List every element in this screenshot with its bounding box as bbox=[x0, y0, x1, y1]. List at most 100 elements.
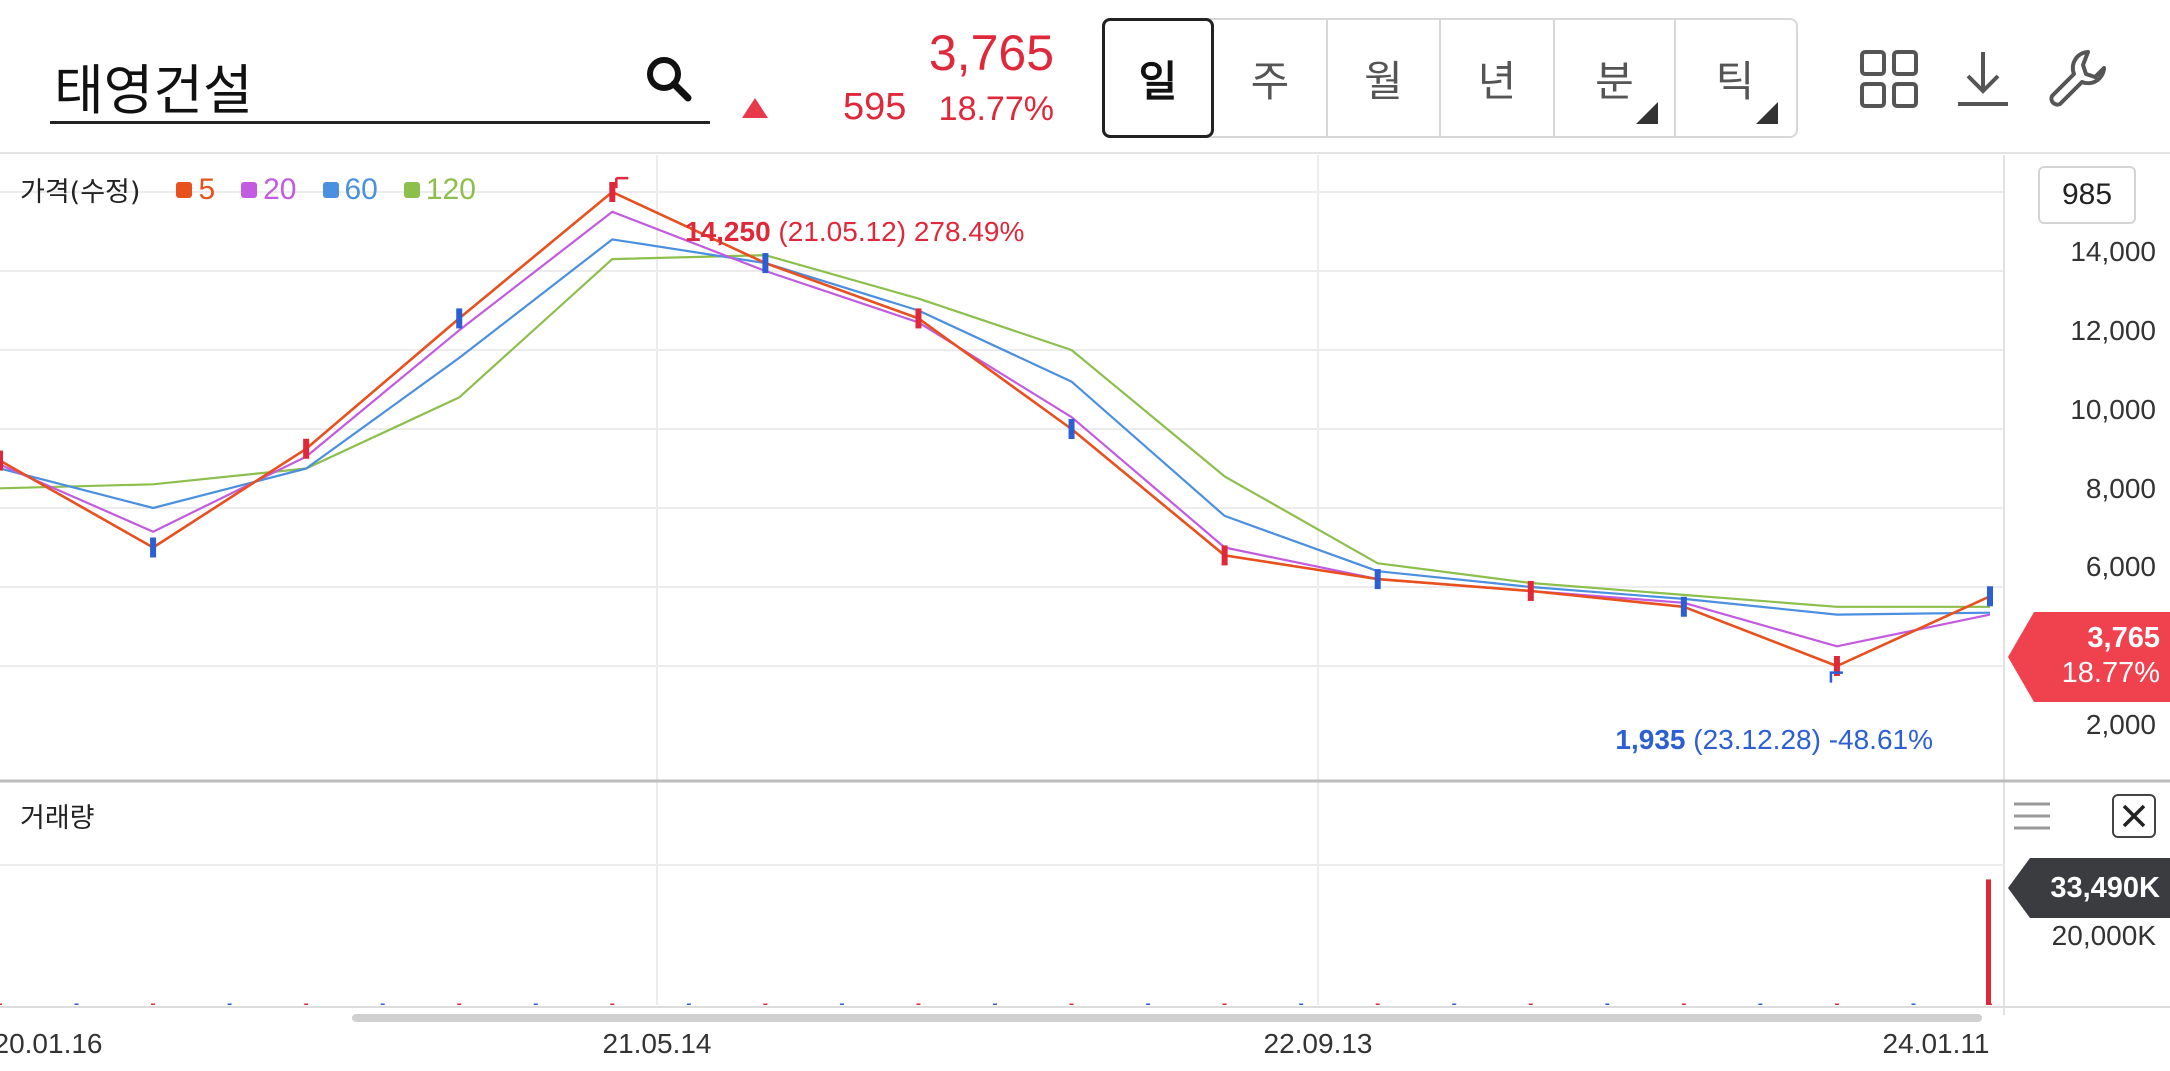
ma-60-label: 60 bbox=[344, 172, 378, 206]
current-price-tag-value: 3,765 bbox=[2087, 622, 2160, 654]
visible-count-box[interactable]: 985 bbox=[2038, 166, 2136, 224]
grid-icon[interactable] bbox=[1856, 46, 1922, 112]
volume-bar-current bbox=[1986, 879, 1991, 1005]
volume-bar bbox=[1452, 1003, 1457, 1005]
y-tick-label: 2,000 bbox=[2085, 709, 2156, 740]
volume-bar bbox=[1834, 1003, 1839, 1005]
period-week-button[interactable]: 주 bbox=[1214, 20, 1328, 136]
price-candle bbox=[1527, 580, 1534, 601]
ma-120-line bbox=[0, 254, 1990, 608]
ma-legend-20[interactable]: 20 bbox=[241, 172, 297, 207]
high-annotation: 14,250 (21.05.12) 278.49% bbox=[685, 216, 1024, 248]
volume-bar bbox=[533, 1003, 538, 1005]
low-value: 1,935 bbox=[1615, 724, 1686, 755]
high-pct: 278.49% bbox=[913, 216, 1025, 247]
ma-60-line bbox=[0, 238, 1991, 616]
low-pct: -48.61% bbox=[1828, 724, 1933, 755]
submenu-corner-icon bbox=[1636, 102, 1658, 124]
volume-bar bbox=[380, 1003, 385, 1005]
high-value: 14,250 bbox=[685, 216, 771, 247]
current-volume-tag: 33,490K bbox=[2008, 858, 2170, 918]
close-icon bbox=[2122, 804, 2146, 828]
search-field[interactable]: 태영건설 bbox=[50, 38, 710, 124]
ma-5-line bbox=[0, 190, 1991, 668]
ma-20-label: 20 bbox=[263, 172, 297, 206]
y-tick-label: 8,000 bbox=[2085, 473, 2156, 504]
price-legend: 가격(수정) 5 20 60 120 bbox=[20, 170, 502, 209]
price-up-arrow-icon bbox=[742, 98, 768, 118]
x-tick-label: 21.05.14 bbox=[602, 1028, 712, 1059]
price-candle bbox=[1833, 656, 1840, 676]
period-day-button[interactable]: 일 bbox=[1102, 18, 1214, 138]
ma-120-label: 120 bbox=[425, 172, 476, 206]
period-tick-button[interactable]: 틱 bbox=[1676, 20, 1794, 136]
y-tick-label: 14,000 bbox=[2070, 236, 2156, 267]
price-candle bbox=[1987, 586, 1993, 607]
price-candle bbox=[1680, 596, 1687, 617]
volume-bar bbox=[1299, 1003, 1304, 1005]
price-candle bbox=[762, 253, 769, 274]
low-marker bbox=[1829, 671, 1843, 683]
stock-chart[interactable] bbox=[0, 155, 2170, 1071]
ma-legend-120[interactable]: 120 bbox=[403, 172, 476, 207]
period-year-button[interactable]: 년 bbox=[1441, 20, 1555, 136]
price-panel-title: 가격(수정) bbox=[20, 177, 141, 208]
volume-bar bbox=[610, 1003, 615, 1005]
horizontal-scrollbar[interactable] bbox=[352, 1014, 1982, 1022]
volume-bar bbox=[916, 1003, 921, 1005]
period-minute-label: 분 bbox=[1595, 56, 1634, 106]
volume-bar bbox=[1758, 1003, 1763, 1005]
ma-60-swatch bbox=[322, 181, 339, 198]
price-change-rate: 18.77% bbox=[938, 90, 1054, 128]
search-input[interactable]: 태영건설 bbox=[54, 59, 253, 122]
volume-bar bbox=[1146, 1003, 1151, 1005]
current-price-tag-rate: 18.77% bbox=[2061, 657, 2160, 689]
price-candle bbox=[150, 537, 157, 558]
price-candle bbox=[915, 308, 922, 329]
volume-bar bbox=[1681, 1003, 1686, 1005]
ma-20-line bbox=[0, 210, 1991, 648]
period-year-label: 년 bbox=[1477, 56, 1517, 106]
current-volume-value: 33,490K bbox=[2050, 872, 2160, 904]
current-price-tag: 3,765 18.77% bbox=[2008, 612, 2170, 702]
volume-bar bbox=[993, 1003, 997, 1005]
volume-bar bbox=[1069, 1003, 1074, 1005]
search-icon[interactable] bbox=[644, 54, 694, 104]
price-candle bbox=[0, 450, 3, 471]
volume-panel-title: 거래량 bbox=[20, 803, 95, 834]
low-date: (23.12.28) bbox=[1693, 724, 1821, 755]
ma-legend-5[interactable]: 5 bbox=[176, 173, 215, 207]
y-tick-label: 10,000 bbox=[2070, 394, 2156, 425]
download-icon[interactable] bbox=[1950, 46, 2016, 112]
current-price: 3,765 bbox=[928, 25, 1054, 81]
volume-bar bbox=[74, 1003, 79, 1005]
volume-bar bbox=[0, 1003, 2, 1005]
period-week-label: 주 bbox=[1250, 56, 1290, 106]
volume-bar bbox=[1605, 1003, 1610, 1005]
y-tick-label: 6,000 bbox=[2085, 551, 2156, 582]
close-volume-button[interactable] bbox=[2112, 794, 2156, 838]
volume-bar bbox=[1375, 1003, 1380, 1005]
volume-bar bbox=[839, 1003, 844, 1005]
ma-5-label: 5 bbox=[198, 172, 216, 206]
period-tick-label: 틱 bbox=[1715, 56, 1755, 106]
volume-y-tick-label: 20,000K bbox=[2051, 920, 2156, 951]
volume-bar bbox=[151, 1003, 156, 1005]
volume-bar bbox=[304, 1003, 309, 1005]
ma-legend-60[interactable]: 60 bbox=[322, 172, 378, 207]
x-tick-label: 24.01.11 bbox=[1882, 1028, 1990, 1059]
volume-bar bbox=[1222, 1003, 1227, 1005]
x-tick-label: 20.01.16 bbox=[0, 1028, 103, 1059]
low-annotation: 1,935 (23.12.28) -48.61% bbox=[1615, 724, 1933, 756]
menu-icon[interactable] bbox=[2012, 798, 2052, 834]
price-candle bbox=[1374, 569, 1381, 590]
period-month-button[interactable]: 월 bbox=[1328, 20, 1441, 136]
volume-bar bbox=[227, 1003, 232, 1005]
wrench-icon[interactable] bbox=[2044, 46, 2110, 112]
submenu-corner-icon bbox=[1756, 102, 1778, 124]
price-candle bbox=[456, 308, 463, 329]
volume-bar bbox=[763, 1003, 768, 1005]
high-date: (21.05.12) bbox=[778, 216, 907, 247]
period-minute-button[interactable]: 분 bbox=[1555, 20, 1676, 136]
period-selector: 일 주 월 년 분 틱 bbox=[1102, 18, 1798, 138]
